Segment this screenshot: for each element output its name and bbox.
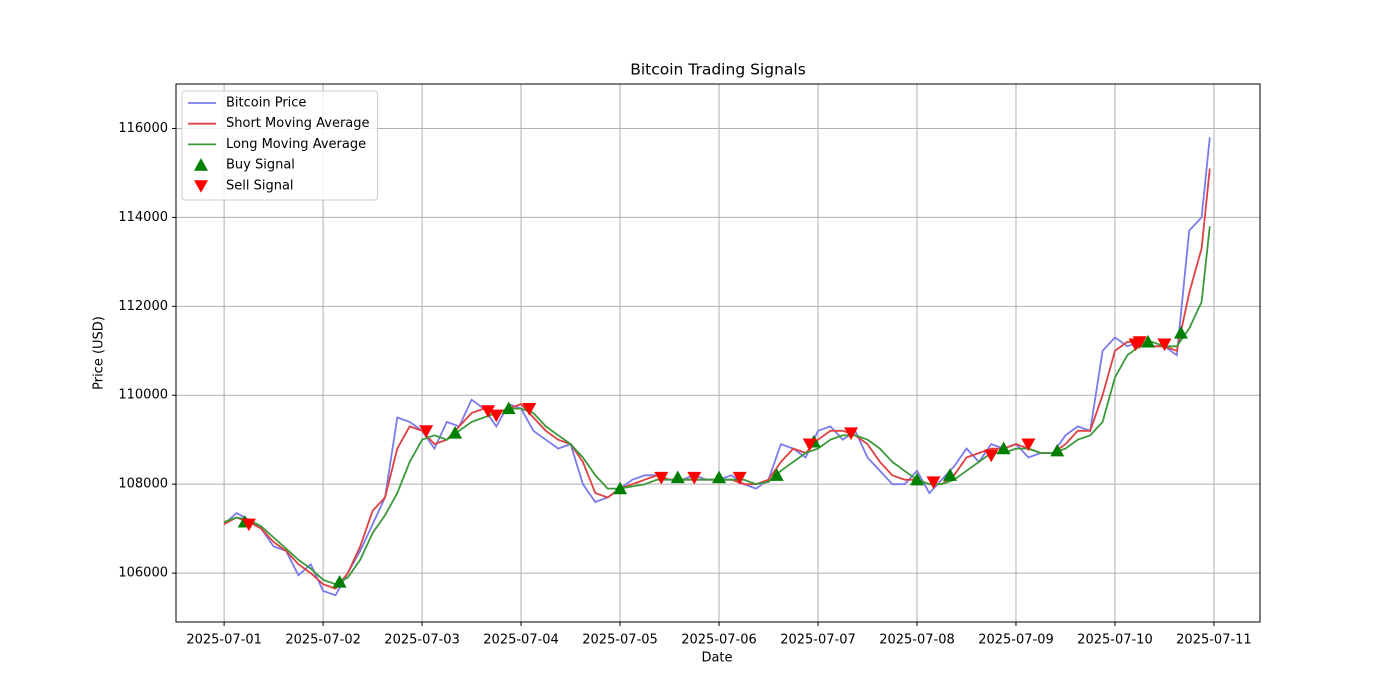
signal-marker bbox=[1021, 438, 1036, 452]
x-tick-label: 2025-07-07 bbox=[780, 633, 856, 648]
signal-marker bbox=[996, 441, 1011, 455]
signal-marker bbox=[909, 472, 924, 486]
legend-marker bbox=[194, 180, 208, 193]
signal-marker bbox=[1132, 336, 1147, 349]
x-tick-label: 2025-07-05 bbox=[582, 633, 658, 648]
y-tick-label: 112000 bbox=[118, 299, 168, 314]
legend-label: Bitcoin Price bbox=[226, 96, 306, 111]
legend: Bitcoin Price Short Moving Average Long Mo… bbox=[181, 90, 379, 201]
signal-marker bbox=[613, 481, 628, 495]
legend-box bbox=[181, 90, 379, 201]
signal-marker bbox=[712, 470, 727, 484]
signal-marker bbox=[489, 409, 504, 423]
signal-marker bbox=[844, 427, 859, 441]
signal-marker bbox=[522, 402, 537, 416]
plot-frame bbox=[175, 83, 1261, 623]
y-axis-label: Price (USD) bbox=[92, 316, 107, 390]
legend-marker bbox=[194, 158, 208, 171]
signal-marker bbox=[332, 574, 347, 588]
y-tick-label: 114000 bbox=[118, 210, 168, 225]
x-tick-label: 2025-07-06 bbox=[681, 633, 757, 648]
signal-marker bbox=[732, 471, 747, 485]
signal-marker bbox=[1050, 443, 1065, 457]
x-tick-label: 2025-07-09 bbox=[978, 633, 1054, 648]
legend-label: Buy Signal bbox=[226, 158, 295, 173]
x-tick-label: 2025-07-08 bbox=[879, 633, 955, 648]
signal-marker bbox=[448, 426, 463, 439]
legend-label: Short Moving Average bbox=[226, 116, 370, 131]
signal-marker bbox=[670, 470, 685, 484]
x-axis-label: Date bbox=[701, 651, 732, 666]
signal-marker bbox=[687, 471, 702, 485]
signal-marker bbox=[1173, 325, 1188, 339]
x-tick-label: 2025-07-03 bbox=[384, 633, 460, 648]
y-tick-label: 108000 bbox=[118, 477, 168, 492]
x-tick-label: 2025-07-10 bbox=[1077, 633, 1153, 648]
signal-marker bbox=[1140, 334, 1155, 348]
chart-title: Bitcoin Trading Signals bbox=[630, 61, 806, 79]
y-tick-label: 110000 bbox=[118, 388, 168, 403]
legend-label: Sell Signal bbox=[226, 178, 294, 193]
x-tick-label: 2025-07-11 bbox=[1176, 633, 1252, 648]
y-tick-label: 116000 bbox=[118, 121, 168, 136]
signal-marker bbox=[481, 405, 496, 418]
signal-marker bbox=[501, 401, 516, 415]
signal-marker bbox=[419, 425, 434, 438]
legend-label: Long Moving Average bbox=[226, 137, 366, 152]
signal-marker bbox=[1157, 338, 1172, 352]
signal-marker bbox=[942, 468, 957, 481]
signal-marker bbox=[769, 468, 784, 481]
signal-marker bbox=[802, 438, 817, 452]
signal-marker bbox=[654, 471, 669, 485]
x-tick-label: 2025-07-04 bbox=[483, 633, 559, 648]
x-tick-label: 2025-07-02 bbox=[285, 633, 361, 648]
signal-marker bbox=[241, 518, 256, 532]
signal-marker bbox=[984, 449, 999, 463]
x-tick-label: 2025-07-01 bbox=[186, 633, 262, 648]
signal-marker bbox=[926, 476, 941, 489]
y-tick-label: 106000 bbox=[118, 566, 168, 581]
